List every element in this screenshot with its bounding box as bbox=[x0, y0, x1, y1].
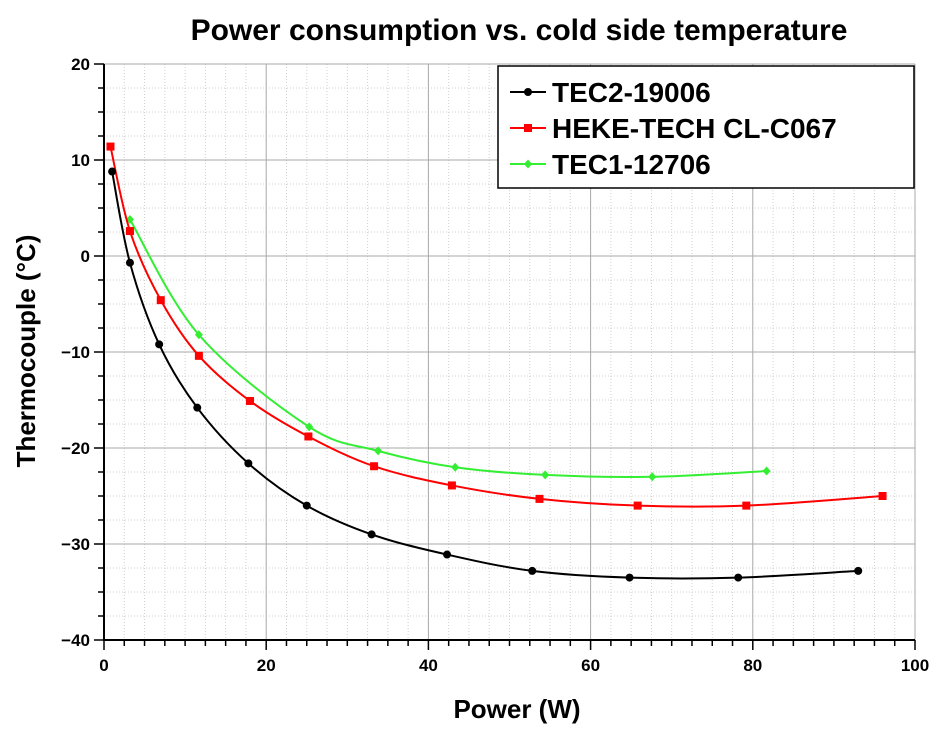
y-tick-label: 0 bbox=[81, 247, 90, 266]
data-point bbox=[734, 574, 742, 582]
x-tick-label: 80 bbox=[743, 656, 762, 675]
legend-label: TEC1-12706 bbox=[552, 149, 711, 180]
data-point bbox=[244, 459, 252, 467]
data-point bbox=[193, 404, 201, 412]
x-axis-label: Power (W) bbox=[453, 694, 580, 724]
data-point bbox=[246, 397, 254, 405]
data-point bbox=[368, 530, 376, 538]
data-point bbox=[443, 551, 451, 559]
data-point bbox=[157, 296, 165, 304]
y-tick-label: −10 bbox=[61, 343, 90, 362]
data-point bbox=[126, 227, 134, 235]
data-point bbox=[448, 481, 456, 489]
legend-label: HEKE-TECH CL-C067 bbox=[552, 113, 837, 144]
x-tick-label: 40 bbox=[419, 656, 438, 675]
x-tick-label: 20 bbox=[257, 656, 276, 675]
data-point bbox=[879, 492, 887, 500]
legend-label: TEC2-19006 bbox=[552, 77, 711, 108]
y-axis-label: Thermocouple (°C) bbox=[11, 235, 41, 468]
data-point bbox=[304, 432, 312, 440]
data-point bbox=[854, 567, 862, 575]
data-point bbox=[108, 168, 116, 176]
data-point bbox=[626, 574, 634, 582]
x-tick-label: 0 bbox=[99, 656, 108, 675]
x-tick-label: 60 bbox=[581, 656, 600, 675]
data-point bbox=[742, 502, 750, 510]
data-point bbox=[634, 502, 642, 510]
data-point bbox=[303, 502, 311, 510]
data-point bbox=[195, 352, 203, 360]
x-tick-label: 100 bbox=[901, 656, 929, 675]
y-tick-label: −20 bbox=[61, 439, 90, 458]
legend-swatch-marker bbox=[524, 124, 532, 132]
data-point bbox=[528, 567, 536, 575]
data-point bbox=[126, 259, 134, 267]
y-tick-label: −40 bbox=[61, 631, 90, 650]
legend: TEC2-19006 HEKE-TECH CL-C067 TEC1-12706 bbox=[498, 66, 914, 188]
data-point bbox=[370, 462, 378, 470]
y-tick-label: 10 bbox=[71, 151, 90, 170]
line-chart: Power consumption vs. cold side temperat… bbox=[0, 0, 947, 733]
y-tick-label: −30 bbox=[61, 535, 90, 554]
y-tick-label: 20 bbox=[71, 55, 90, 74]
legend-swatch-marker bbox=[524, 88, 532, 96]
chart-title: Power consumption vs. cold side temperat… bbox=[191, 14, 848, 47]
data-point bbox=[106, 143, 114, 151]
data-point bbox=[536, 495, 544, 503]
data-point bbox=[155, 340, 163, 348]
